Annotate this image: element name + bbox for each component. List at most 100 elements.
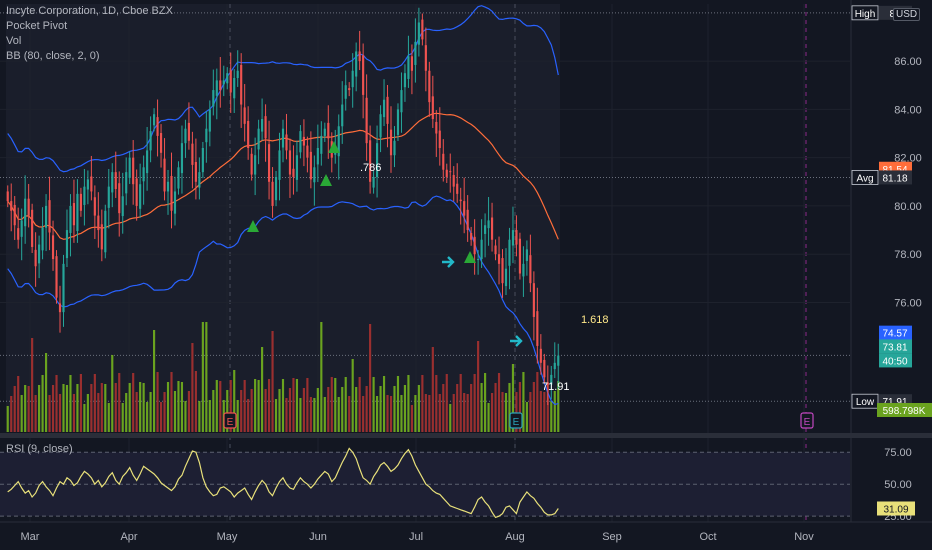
price-tag-value: 74.57 bbox=[882, 329, 907, 340]
volume-bar bbox=[219, 381, 222, 432]
volume-bar bbox=[327, 387, 330, 432]
candle-body bbox=[477, 259, 480, 261]
candle-body bbox=[508, 239, 511, 266]
volume-bar bbox=[65, 385, 69, 432]
candle-body bbox=[267, 144, 271, 182]
candle-body bbox=[274, 176, 278, 201]
candle-body bbox=[407, 56, 410, 79]
volume-bar bbox=[212, 390, 215, 432]
candle-body bbox=[27, 198, 30, 216]
volume-bar bbox=[407, 375, 410, 432]
earnings-marker-label: E bbox=[227, 417, 234, 428]
x-tick-label: May bbox=[217, 531, 238, 543]
volume-bar bbox=[490, 393, 494, 432]
signal-markers: .786 1.618 71.91 E E E bbox=[223, 141, 814, 429]
candle-body bbox=[215, 80, 218, 96]
volume-bar bbox=[236, 400, 239, 432]
candle-body bbox=[20, 220, 23, 237]
volume-bar bbox=[125, 393, 128, 432]
candle-body bbox=[358, 51, 361, 62]
volume-bar bbox=[55, 375, 58, 432]
volume-bar bbox=[456, 384, 459, 432]
candle-body bbox=[355, 51, 358, 77]
volume-bar bbox=[459, 374, 462, 432]
x-tick-label: Mar bbox=[21, 531, 40, 543]
x-tick-label: Aug bbox=[505, 531, 525, 543]
volume-bar bbox=[163, 392, 166, 432]
candle-body bbox=[421, 19, 424, 40]
candle-body bbox=[546, 383, 549, 385]
volume-bar bbox=[431, 347, 434, 432]
price-tag-box bbox=[879, 339, 912, 354]
volume-bar bbox=[233, 370, 236, 432]
candle-body bbox=[264, 116, 267, 139]
candle-body bbox=[480, 239, 483, 260]
candle-body bbox=[170, 176, 173, 211]
volume-bar bbox=[205, 322, 208, 432]
candle-body bbox=[156, 117, 159, 136]
y-tick-label: 80.00 bbox=[894, 201, 922, 213]
currency-badge[interactable]: USD bbox=[893, 8, 921, 21]
candle-body bbox=[271, 181, 274, 206]
volume-bar bbox=[487, 403, 490, 432]
y-tick-label: 76.00 bbox=[894, 297, 922, 309]
candle-body bbox=[539, 348, 542, 363]
candle-body bbox=[34, 249, 37, 267]
candle-body bbox=[198, 172, 201, 188]
candle-body bbox=[459, 199, 462, 202]
volume-bar bbox=[208, 400, 211, 432]
volume-bar bbox=[442, 384, 445, 432]
volume-bar bbox=[41, 375, 44, 432]
volume-bar bbox=[104, 384, 107, 432]
candle-body bbox=[285, 134, 288, 151]
volume-bar bbox=[445, 374, 448, 432]
rsi-title[interactable]: RSI (9, close) bbox=[6, 443, 73, 455]
volume-bar bbox=[375, 396, 379, 432]
volume-bar bbox=[261, 347, 264, 432]
candle-body bbox=[142, 167, 145, 182]
y-tick-label: 86.00 bbox=[894, 56, 922, 68]
volume-bar bbox=[198, 401, 201, 432]
candle-body bbox=[201, 148, 204, 173]
candle-body bbox=[306, 145, 309, 158]
volume-bar bbox=[292, 378, 295, 432]
price-tag-value: 71.91 bbox=[882, 397, 907, 408]
volume-bar bbox=[38, 385, 41, 432]
candle-body bbox=[247, 120, 250, 148]
candle-body bbox=[72, 203, 76, 226]
candle-body bbox=[31, 209, 34, 247]
volume-bar bbox=[522, 372, 525, 432]
candle-body bbox=[382, 99, 386, 118]
volume-bar bbox=[511, 364, 515, 432]
pane-separator bbox=[0, 433, 932, 438]
candle-body bbox=[372, 176, 375, 188]
volume-bar bbox=[156, 372, 159, 432]
volume-tag-value: 598.798K bbox=[883, 406, 926, 417]
candle-body bbox=[456, 183, 459, 194]
candle-body bbox=[532, 283, 535, 317]
candle-body bbox=[484, 225, 487, 234]
volume-bar bbox=[83, 404, 86, 432]
candle-body bbox=[490, 217, 494, 240]
price-tag-value: 73.81 bbox=[882, 342, 907, 353]
earnings-marker bbox=[800, 412, 814, 429]
volume-bar bbox=[173, 391, 177, 432]
rsi-tick-label: 50.00 bbox=[884, 479, 912, 491]
x-tick-label: Apr bbox=[120, 531, 137, 543]
candle-body bbox=[389, 129, 393, 156]
arrow-marker bbox=[510, 335, 523, 347]
candle-body bbox=[431, 96, 434, 120]
volume-bar bbox=[72, 394, 76, 432]
volume-bar bbox=[250, 389, 253, 432]
price-tag-value: 81.18 bbox=[882, 173, 907, 184]
y-tick-label: 82.00 bbox=[894, 153, 922, 165]
candle-body bbox=[180, 143, 184, 174]
candle-body bbox=[449, 171, 452, 173]
volume-bar bbox=[177, 381, 180, 432]
candle-body bbox=[473, 236, 476, 255]
volume-bar bbox=[396, 376, 400, 432]
candle-body bbox=[515, 230, 518, 245]
volume-bar bbox=[215, 380, 218, 432]
volume-bar bbox=[546, 382, 549, 432]
